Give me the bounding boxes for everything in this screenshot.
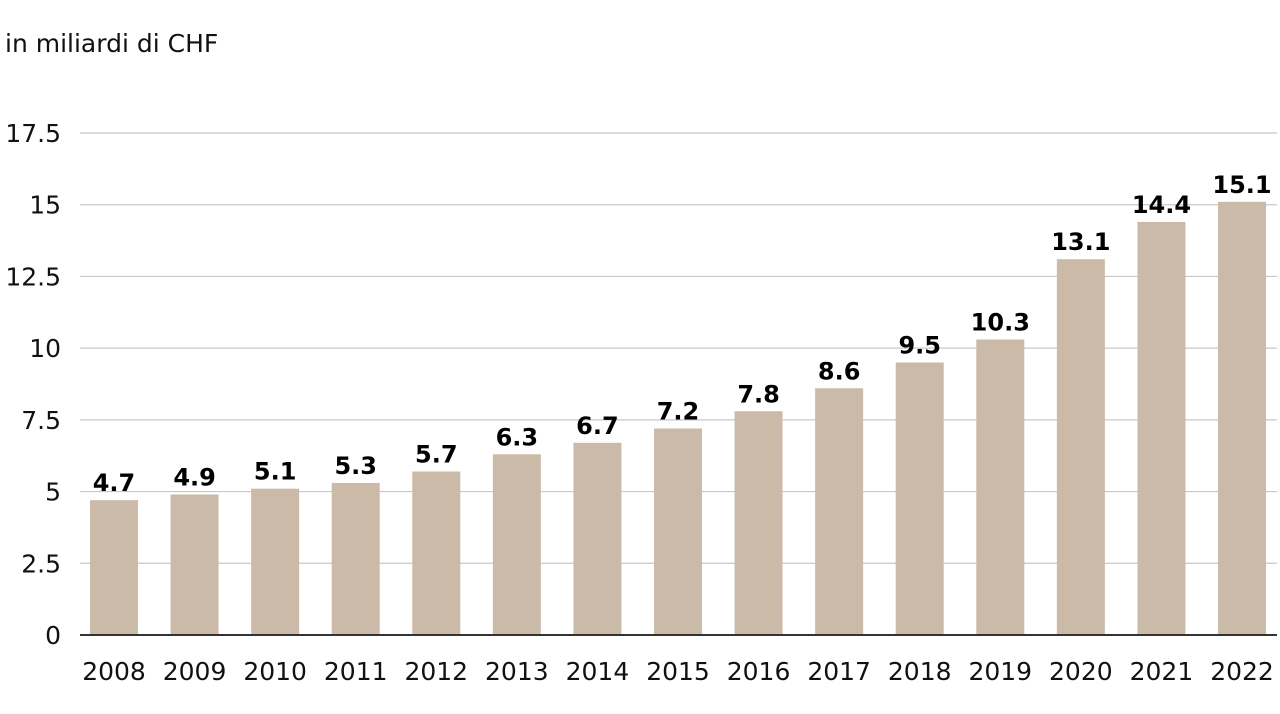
x-tick-label: 2019	[968, 657, 1032, 686]
y-tick-label: 0	[45, 621, 61, 650]
bar-2010	[251, 488, 300, 635]
bar-2019	[976, 339, 1025, 635]
y-tick-label: 15	[29, 191, 61, 220]
x-tick-label: 2013	[485, 657, 549, 686]
x-tick-label: 2009	[163, 657, 227, 686]
x-tick-label: 2011	[324, 657, 388, 686]
data-label: 8.6	[818, 357, 861, 385]
data-label: 9.5	[898, 331, 941, 359]
y-tick-label: 7.5	[21, 406, 61, 435]
data-label: 10.3	[971, 309, 1030, 337]
bar-2008	[90, 500, 138, 635]
data-label: 7.8	[737, 380, 780, 408]
x-tick-label: 2022	[1210, 657, 1274, 686]
data-label: 5.1	[254, 458, 297, 486]
y-tick-label: 12.5	[5, 262, 61, 291]
bar-2016	[734, 411, 783, 635]
bars	[90, 201, 1266, 636]
y-tick-label: 5	[45, 478, 61, 507]
data-label: 7.2	[657, 397, 700, 425]
bar-2022	[1218, 201, 1266, 636]
data-label: 4.9	[173, 463, 216, 491]
bar-2018	[895, 362, 944, 635]
y-tick-label: 17.5	[5, 119, 61, 148]
data-label: 15.1	[1212, 171, 1271, 199]
bar-2012	[412, 471, 461, 635]
data-label: 13.1	[1051, 228, 1110, 256]
bar-2014	[573, 442, 622, 635]
x-tick-label: 2016	[727, 657, 791, 686]
y-tick-label: 2.5	[21, 549, 61, 578]
bar-2020	[1056, 259, 1105, 635]
y-tick-label: 10	[29, 334, 61, 363]
data-label: 6.3	[496, 423, 539, 451]
y-axis-ticks: 0 2.5 5 7.5 10 12.5 15 17.5	[5, 119, 61, 650]
bar-2021	[1137, 221, 1186, 635]
x-tick-label: 2017	[807, 657, 871, 686]
x-tick-label: 2021	[1130, 657, 1194, 686]
x-tick-label: 2014	[566, 657, 630, 686]
bar-2009	[170, 494, 219, 635]
bar-2011	[331, 482, 380, 635]
x-tick-label: 2008	[82, 657, 146, 686]
x-tick-label: 2012	[404, 657, 468, 686]
x-axis-ticks: 2008 2009 2010 2011 2012 2013 2014 2015 2016 2017…	[82, 657, 1274, 686]
bar-2015	[654, 428, 702, 635]
bar-2017	[815, 388, 864, 635]
x-tick-label: 2010	[243, 657, 307, 686]
data-label: 14.4	[1132, 191, 1191, 219]
unit-label: in miliardi di CHF	[5, 29, 218, 58]
data-label: 6.7	[576, 412, 619, 440]
data-label: 5.3	[334, 452, 377, 480]
x-tick-label: 2020	[1049, 657, 1113, 686]
x-tick-label: 2018	[888, 657, 952, 686]
bar-2013	[492, 454, 541, 635]
data-label: 4.7	[93, 469, 136, 497]
data-labels: 4.7 4.9 5.1 5.3 5.7 6.3 6.7 7.2 7.8 8.6 9.5 10.3 13.…	[93, 171, 1272, 497]
data-label: 5.7	[415, 440, 458, 468]
x-tick-label: 2015	[646, 657, 710, 686]
